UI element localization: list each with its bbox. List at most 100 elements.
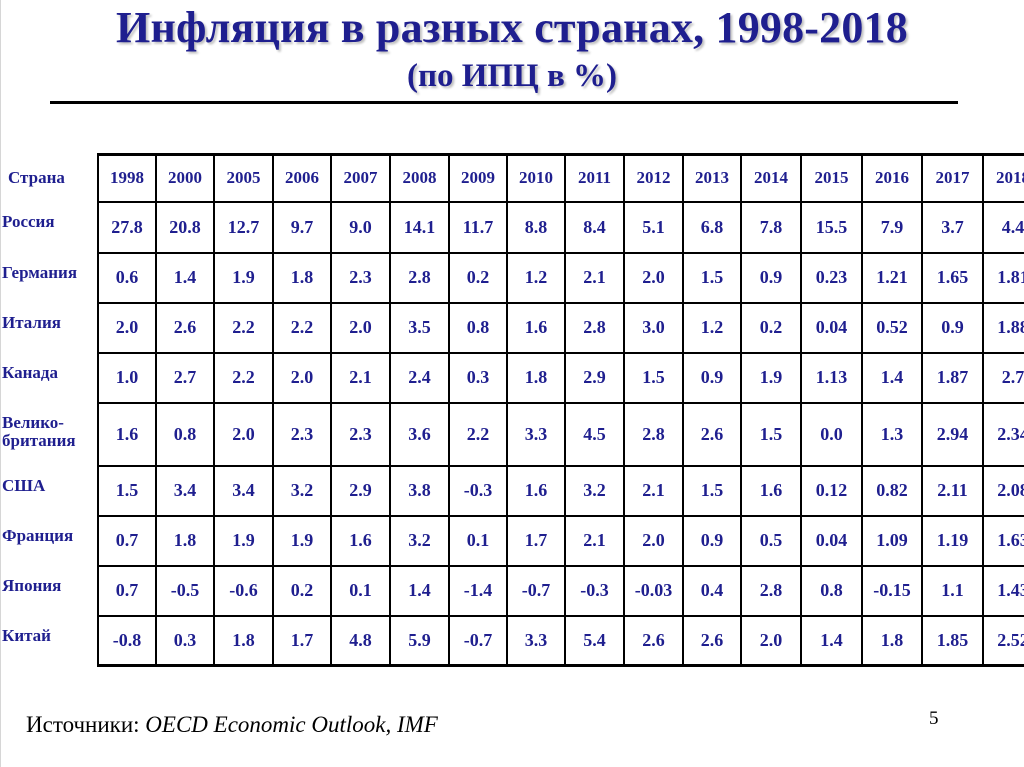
inflation-value-cell: 0.9 [921,301,984,354]
year-header: 2016 [861,153,923,203]
year-header: 2005 [213,153,274,203]
inflation-value-cell: 2.0 [623,251,684,304]
inflation-value-cell: -0.3 [448,464,508,517]
inflation-value-cell: 2.1 [623,464,684,517]
inflation-value-cell: 1.3 [861,401,923,467]
inflation-value-cell: -0.15 [861,564,923,617]
table-header-row: Страна 1998 2000 2005 2006 2007 2008 2009 2010 20… [0,153,1024,203]
inflation-value-cell: 0.6 [97,251,157,304]
inflation-value-cell: -0.3 [564,564,625,617]
sources-label: Источники: [26,712,140,737]
inflation-value-cell: 1.09 [861,514,923,567]
inflation-value-cell: 0.8 [155,401,215,467]
inflation-value-cell: 0.3 [155,614,215,667]
inflation-value-cell: 6.8 [682,200,742,254]
country-name: Велико- британия [0,402,99,466]
inflation-value-cell: 3.4 [155,464,215,517]
inflation-value-cell: 4.8 [330,614,391,667]
inflation-value-cell: 2.1 [564,251,625,304]
inflation-value-cell: 1.63 [982,514,1024,567]
slide-title: Инфляция в разных странах, 1998-2018 [116,3,908,52]
year-header: 2009 [448,153,508,203]
inflation-value-cell: 2.11 [921,464,984,517]
inflation-value-cell: 11.7 [448,200,508,254]
inflation-value-cell: 0.5 [740,514,802,567]
inflation-value-cell: 14.1 [389,200,450,254]
year-header: 2018 [982,153,1024,203]
inflation-value-cell: 2.0 [740,614,802,667]
inflation-value-cell: 1.9 [213,251,274,304]
table-row: Канада 1.0 2.7 2.2 2.0 2.1 2.4 0.3 1.8 2.9 1.5 0.9 1… [0,351,1024,404]
inflation-value-cell: 2.2 [213,351,274,404]
inflation-value-cell: 4.5 [564,401,625,467]
inflation-value-cell: 1.4 [861,351,923,404]
year-header: 2013 [682,153,742,203]
year-header: 2008 [389,153,450,203]
inflation-value-cell: 2.0 [97,301,157,354]
table-row: Италия 2.0 2.6 2.2 2.2 2.0 3.5 0.8 1.6 2.8 3.0 1.2 0… [0,301,1024,354]
inflation-value-cell: -0.7 [448,614,508,667]
inflation-value-cell: 1.13 [800,351,863,404]
inflation-value-cell: 20.8 [155,200,215,254]
inflation-value-cell: 1.8 [861,614,923,667]
table-row: Россия 27.8 20.8 12.7 9.7 9.0 14.1 11.7 8.8 8.4 5.… [0,200,1024,254]
inflation-value-cell: 1.6 [506,301,566,354]
inflation-table: Страна 1998 2000 2005 2006 2007 2008 2009 2010 20… [0,153,1024,667]
inflation-value-cell: 1.9 [272,514,332,567]
inflation-value-cell: 2.7 [982,351,1024,404]
country-name: Япония [0,565,99,616]
inflation-value-cell: 0.04 [800,514,863,567]
inflation-value-cell: 1.81 [982,251,1024,304]
inflation-value-cell: 1.4 [155,251,215,304]
inflation-value-cell: 1.9 [740,351,802,404]
inflation-value-cell: 1.8 [272,251,332,304]
table-row: Китай -0.8 0.3 1.8 1.7 4.8 5.9 -0.7 3.3 5.4 2.6 2.6… [0,614,1024,667]
inflation-value-cell: 0.52 [861,301,923,354]
inflation-value-cell: 2.52 [982,614,1024,667]
table-row: Велико- британия 1.6 0.8 2.0 2.3 2.3 3.6 2.2 3.3… [0,401,1024,467]
inflation-value-cell: 1.4 [389,564,450,617]
inflation-value-cell: 2.7 [155,351,215,404]
inflation-value-cell: 1.5 [623,351,684,404]
inflation-value-cell: 3.8 [389,464,450,517]
inflation-value-cell: 2.9 [564,351,625,404]
inflation-value-cell: 7.8 [740,200,802,254]
inflation-value-cell: 3.7 [921,200,984,254]
inflation-value-cell: 2.8 [740,564,802,617]
inflation-value-cell: -0.5 [155,564,215,617]
inflation-value-cell: 0.8 [800,564,863,617]
table-row: США 1.5 3.4 3.4 3.2 2.9 3.8 -0.3 1.6 3.2 2.1 1.5 1.6… [0,464,1024,517]
inflation-value-cell: 1.6 [330,514,391,567]
year-header: 2015 [800,153,863,203]
inflation-value-cell: 2.2 [272,301,332,354]
inflation-value-cell: 1.0 [97,351,157,404]
inflation-value-cell: 1.7 [506,514,566,567]
year-header: 2014 [740,153,802,203]
inflation-value-cell: 2.0 [330,301,391,354]
inflation-value-cell: 9.0 [330,200,391,254]
inflation-value-cell: -0.6 [213,564,274,617]
inflation-value-cell: 2.2 [448,401,508,467]
inflation-value-cell: -0.03 [623,564,684,617]
year-header: 2010 [506,153,566,203]
inflation-value-cell: 2.6 [682,614,742,667]
inflation-value-cell: 2.3 [330,251,391,304]
inflation-value-cell: 1.2 [682,301,742,354]
inflation-value-cell: 0.8 [448,301,508,354]
inflation-value-cell: 3.0 [623,301,684,354]
inflation-value-cell: 2.08 [982,464,1024,517]
inflation-value-cell: 0.2 [740,301,802,354]
inflation-value-cell: 8.8 [506,200,566,254]
inflation-value-cell: 1.1 [921,564,984,617]
inflation-value-cell: 0.12 [800,464,863,517]
year-header: 2007 [330,153,391,203]
inflation-value-cell: 2.6 [155,301,215,354]
inflation-value-cell: 1.65 [921,251,984,304]
inflation-value-cell: 2.94 [921,401,984,467]
inflation-value-cell: 9.7 [272,200,332,254]
inflation-value-cell: 3.5 [389,301,450,354]
sources-line: Источники: OECD Economic Outlook, IMF [26,712,438,738]
table-row: Германия 0.6 1.4 1.9 1.8 2.3 2.8 0.2 1.2 2.1 2.0 1.… [0,251,1024,304]
inflation-value-cell: 3.4 [213,464,274,517]
year-header: 2000 [155,153,215,203]
